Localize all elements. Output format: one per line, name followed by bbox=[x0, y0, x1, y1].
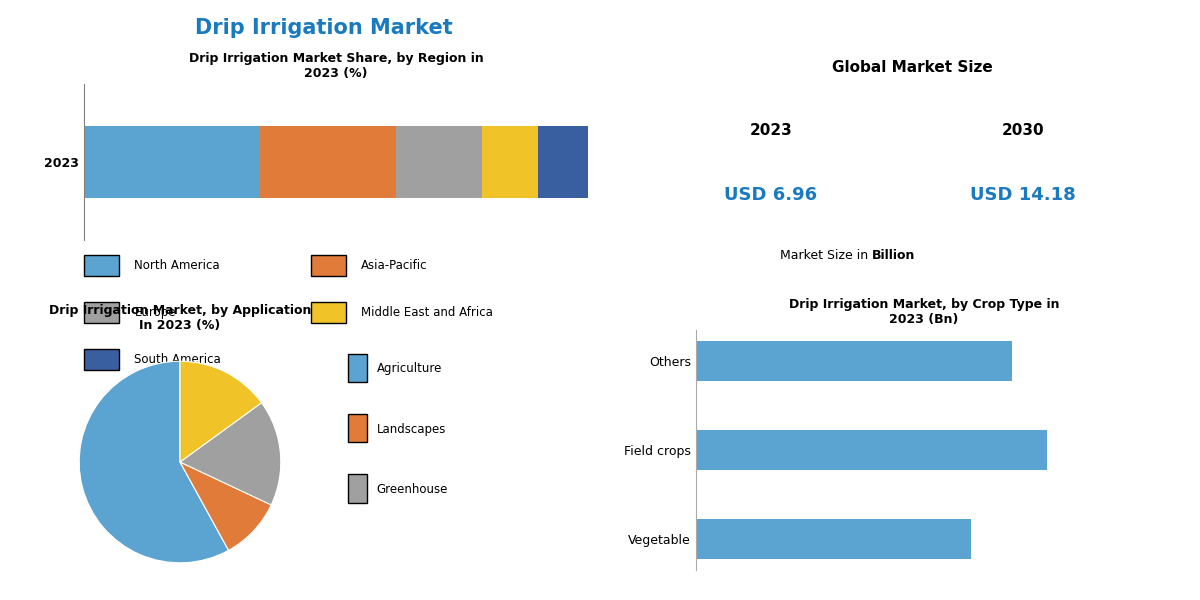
Bar bbox=[538, 126, 588, 198]
Text: Global Market Size: Global Market Size bbox=[832, 60, 992, 75]
Text: Middle East and Africa: Middle East and Africa bbox=[361, 306, 493, 319]
Bar bbox=[696, 341, 1013, 381]
Bar bbox=[696, 519, 971, 559]
Wedge shape bbox=[79, 361, 228, 563]
Title: Drip Irrigation Market, by Application
In 2023 (%): Drip Irrigation Market, by Application I… bbox=[49, 304, 311, 332]
Text: Billion: Billion bbox=[871, 249, 916, 262]
Text: Market Size in: Market Size in bbox=[780, 249, 871, 262]
FancyBboxPatch shape bbox=[84, 302, 119, 323]
Wedge shape bbox=[180, 462, 271, 550]
Text: North America: North America bbox=[134, 259, 220, 272]
FancyBboxPatch shape bbox=[348, 414, 367, 442]
FancyBboxPatch shape bbox=[348, 475, 367, 503]
Text: Asia-Pacific: Asia-Pacific bbox=[361, 259, 427, 272]
Text: 2023: 2023 bbox=[750, 123, 792, 138]
Bar bbox=[482, 126, 538, 198]
FancyBboxPatch shape bbox=[84, 256, 119, 275]
Text: Greenhouse: Greenhouse bbox=[377, 483, 448, 496]
Bar bbox=[396, 126, 482, 198]
FancyBboxPatch shape bbox=[84, 349, 119, 370]
FancyBboxPatch shape bbox=[311, 256, 346, 275]
Text: Europe: Europe bbox=[134, 306, 176, 319]
Wedge shape bbox=[180, 361, 262, 462]
Text: 2030: 2030 bbox=[1002, 123, 1044, 138]
FancyBboxPatch shape bbox=[348, 353, 367, 382]
Wedge shape bbox=[180, 403, 281, 505]
Text: Drip Irrigation Market: Drip Irrigation Market bbox=[196, 18, 452, 38]
Text: USD 14.18: USD 14.18 bbox=[970, 186, 1075, 204]
Text: Agriculture: Agriculture bbox=[377, 362, 442, 375]
Bar bbox=[84, 126, 260, 198]
Bar bbox=[260, 126, 396, 198]
FancyBboxPatch shape bbox=[311, 302, 346, 323]
Title: Drip Irrigation Market, by Crop Type in
2023 (Bn): Drip Irrigation Market, by Crop Type in … bbox=[788, 298, 1060, 326]
Text: Landscapes: Landscapes bbox=[377, 422, 446, 436]
Title: Drip Irrigation Market Share, by Region in
2023 (%): Drip Irrigation Market Share, by Region … bbox=[188, 52, 484, 80]
Bar bbox=[696, 430, 1046, 470]
Text: South America: South America bbox=[134, 353, 221, 366]
Text: USD 6.96: USD 6.96 bbox=[725, 186, 817, 204]
